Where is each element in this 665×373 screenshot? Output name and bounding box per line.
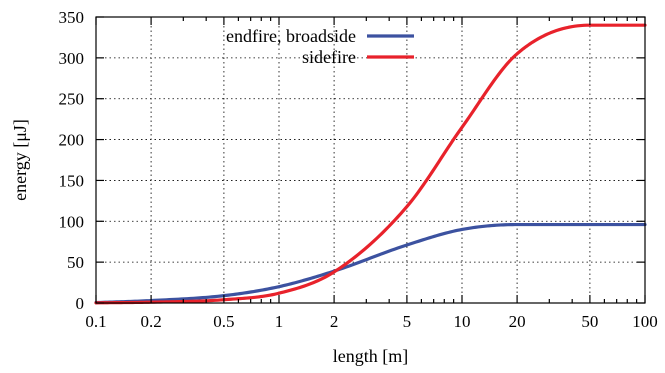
y-tick-labels: 0 50 100 150 200 250 300 350 [59, 8, 85, 313]
y-tick-label: 50 [67, 253, 84, 272]
y-tick-label: 0 [76, 294, 85, 313]
series-layer [94, 23, 647, 305]
plot-frame [95, 16, 646, 304]
series-line-0 [94, 222, 647, 305]
y-tick-label: 200 [59, 131, 85, 150]
y-tick-label: 350 [59, 8, 85, 27]
series-line-1 [94, 23, 647, 305]
y-tick-label: 300 [59, 49, 85, 68]
axis-ticks [95, 16, 646, 304]
x-tick-label: 0.2 [140, 312, 161, 331]
x-tick-label: 5 [403, 312, 412, 331]
x-tick-label: 10 [454, 312, 471, 331]
y-axis-title: energy [μJ] [10, 119, 30, 201]
x-tick-label: 1 [275, 312, 284, 331]
x-tick-label: 2 [330, 312, 339, 331]
y-tick-label: 100 [59, 212, 85, 231]
y-tick-label: 150 [59, 171, 85, 190]
y-tick-label: 250 [59, 90, 85, 109]
x-axis-title: length [m] [333, 346, 408, 366]
x-tick-label: 20 [509, 312, 526, 331]
x-tick-label: 50 [581, 312, 598, 331]
grid-lines [96, 17, 645, 303]
x-tick-label: 0.5 [213, 312, 234, 331]
x-tick-labels: 0.1 0.2 0.5 1 2 5 10 20 50 100 [85, 312, 657, 331]
legend-label-1: sidefire [302, 47, 356, 67]
x-tick-label: 100 [632, 312, 658, 331]
legend-label-0: endfire, broadside [226, 26, 356, 46]
x-tick-label: 0.1 [85, 312, 106, 331]
